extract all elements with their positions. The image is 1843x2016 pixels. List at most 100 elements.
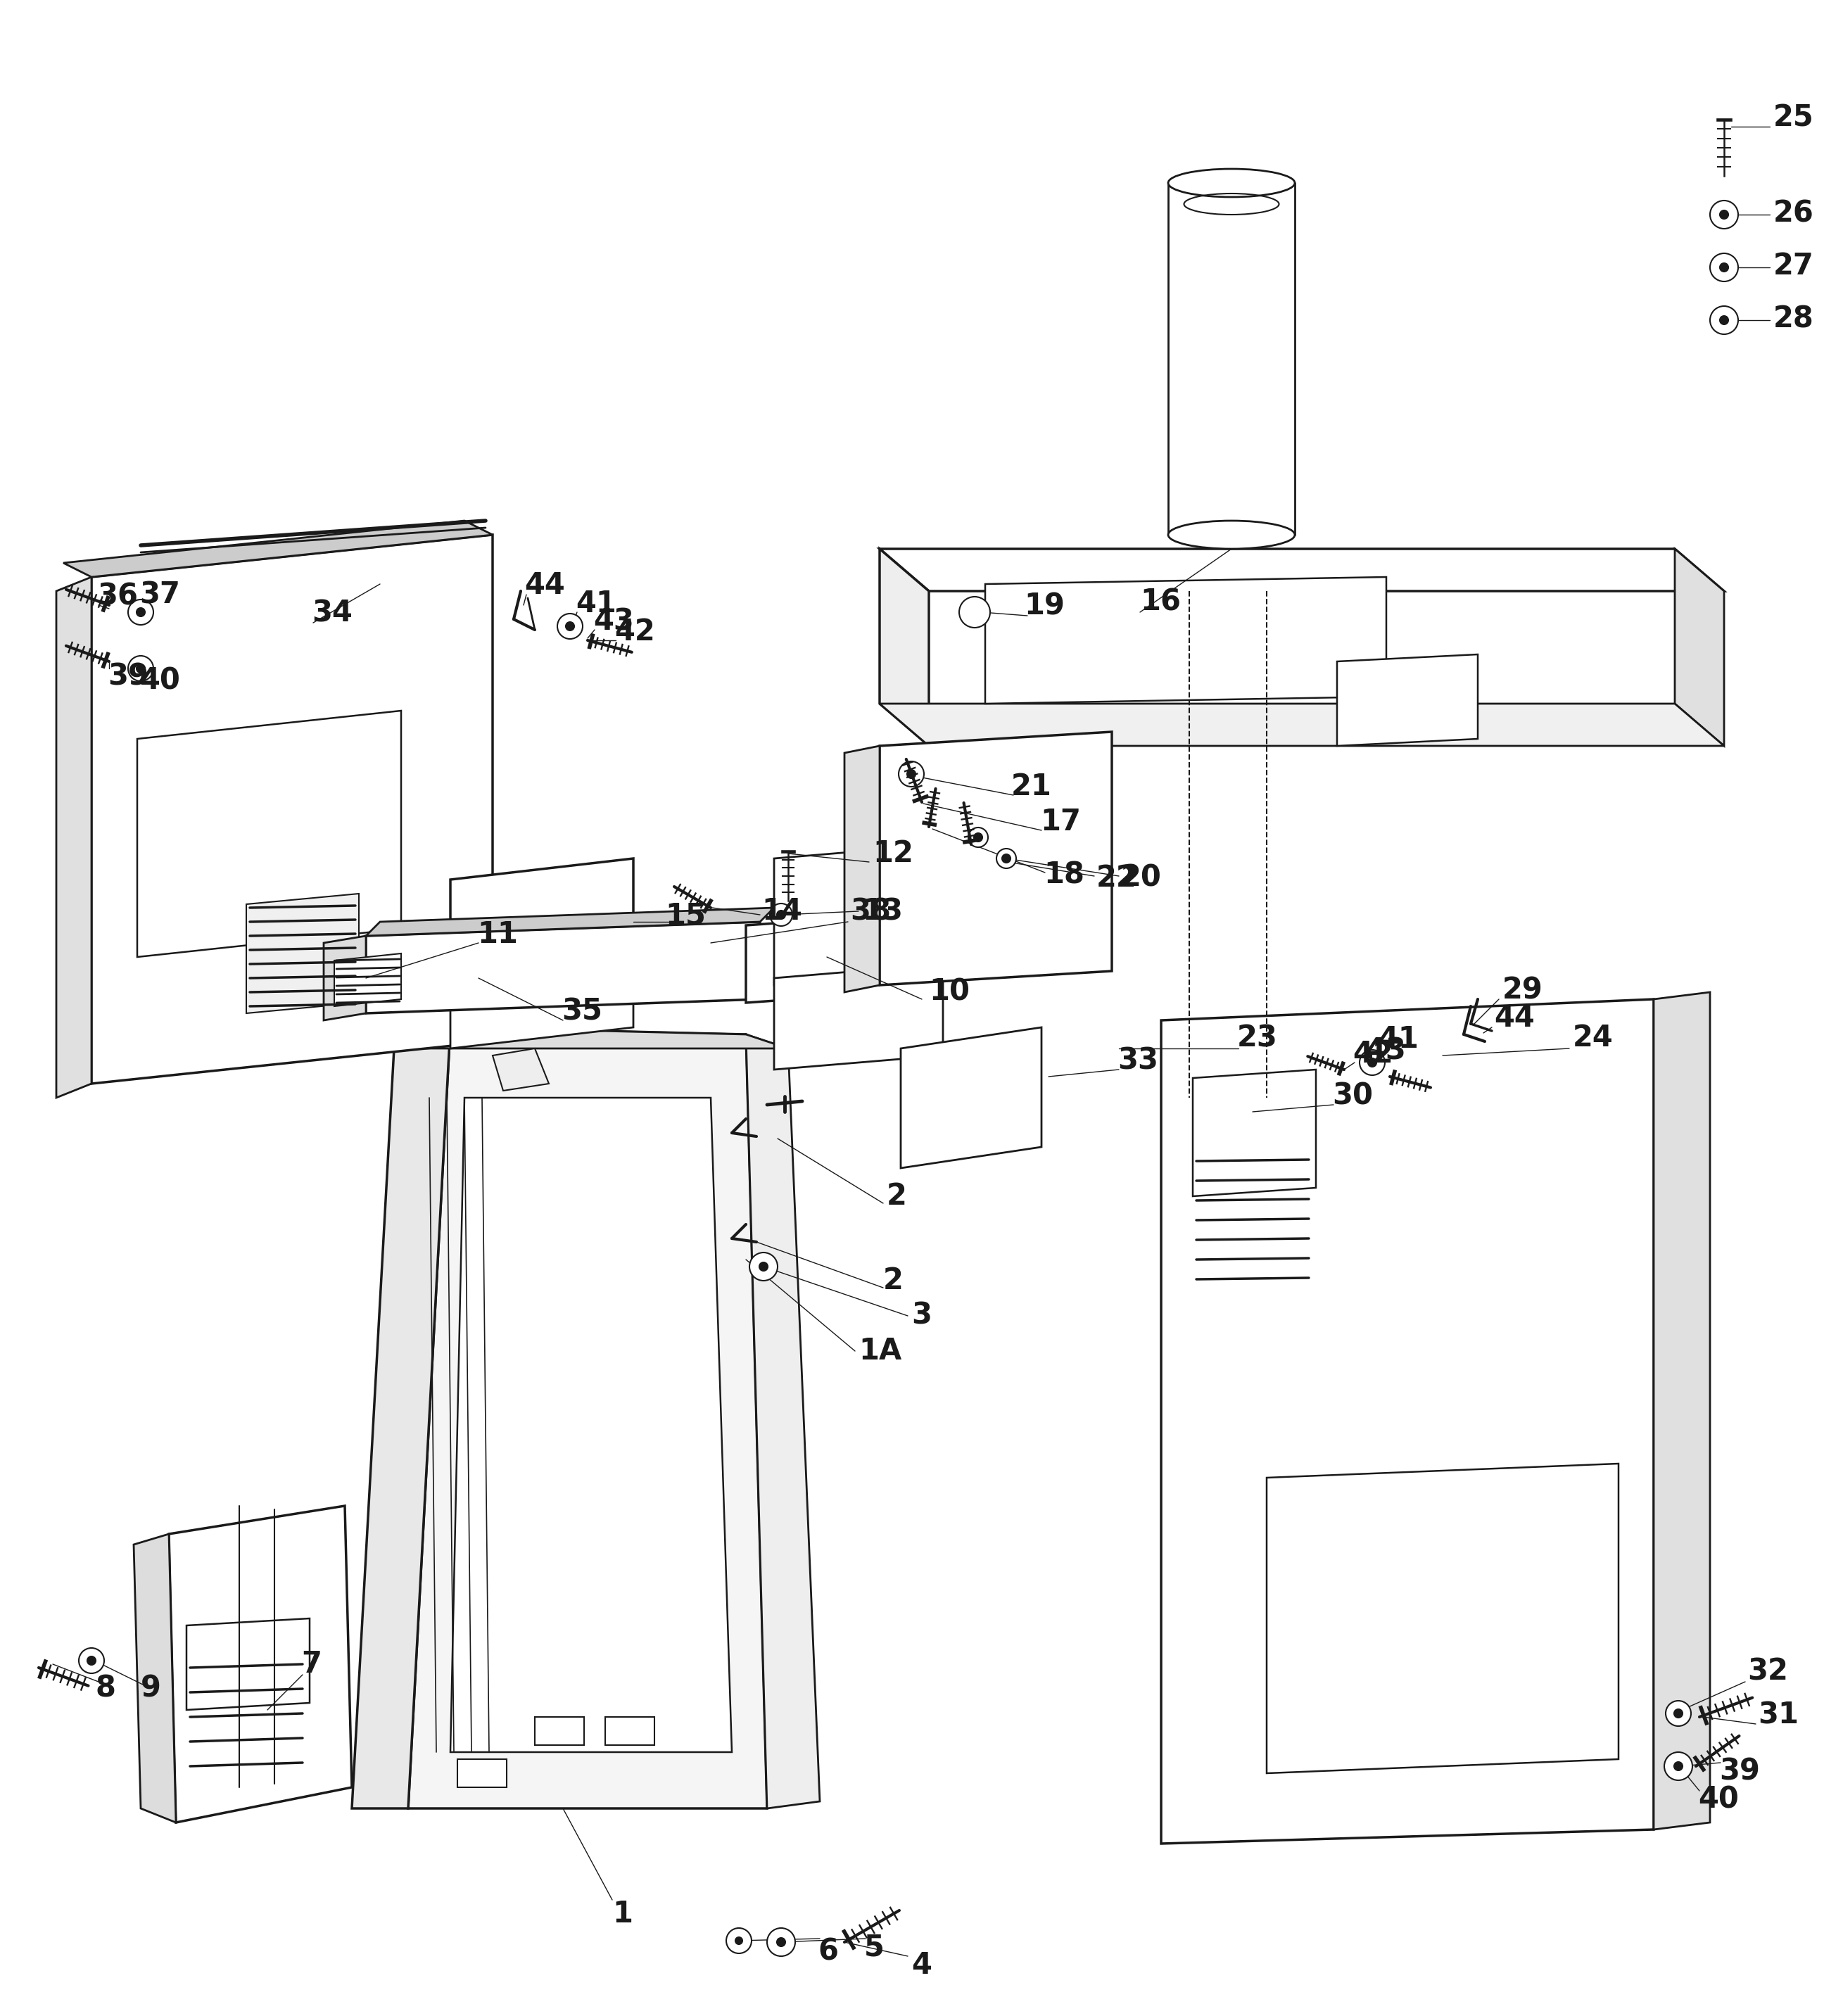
Circle shape xyxy=(767,1927,794,1956)
Circle shape xyxy=(750,1252,778,1280)
Circle shape xyxy=(968,827,988,847)
Polygon shape xyxy=(844,746,879,992)
Polygon shape xyxy=(186,1619,310,1710)
Polygon shape xyxy=(1336,655,1478,746)
Polygon shape xyxy=(879,548,929,746)
Text: 18: 18 xyxy=(1043,861,1084,889)
Polygon shape xyxy=(407,1028,767,1808)
Circle shape xyxy=(907,770,916,778)
Polygon shape xyxy=(367,921,759,1014)
Text: 1A: 1A xyxy=(859,1337,901,1365)
Polygon shape xyxy=(1653,992,1710,1831)
Polygon shape xyxy=(1675,548,1723,746)
Text: 9: 9 xyxy=(140,1673,160,1704)
Circle shape xyxy=(1673,1762,1683,1770)
Text: 3: 3 xyxy=(910,1300,933,1331)
Text: 17: 17 xyxy=(1039,806,1080,837)
Polygon shape xyxy=(879,732,1111,986)
Text: 40: 40 xyxy=(140,667,181,696)
Circle shape xyxy=(735,1937,743,1943)
Circle shape xyxy=(136,663,146,673)
Circle shape xyxy=(1664,1752,1692,1780)
Text: 19: 19 xyxy=(1025,593,1065,621)
Text: 44: 44 xyxy=(523,571,566,601)
Circle shape xyxy=(759,1262,769,1270)
Text: 42: 42 xyxy=(614,617,654,647)
Polygon shape xyxy=(746,1034,820,1808)
Polygon shape xyxy=(170,1506,352,1822)
Text: 23: 23 xyxy=(1237,1024,1277,1052)
Circle shape xyxy=(958,597,990,627)
Polygon shape xyxy=(986,577,1386,704)
Text: 16: 16 xyxy=(1141,587,1181,617)
Circle shape xyxy=(1666,1702,1692,1726)
Text: 13: 13 xyxy=(863,897,903,925)
Circle shape xyxy=(1720,264,1729,272)
Text: 10: 10 xyxy=(929,978,969,1006)
Text: 40: 40 xyxy=(1697,1786,1738,1814)
Polygon shape xyxy=(367,907,774,935)
Polygon shape xyxy=(746,917,844,1002)
Text: 36: 36 xyxy=(98,583,138,611)
Text: 39: 39 xyxy=(1720,1758,1760,1786)
Text: 4: 4 xyxy=(910,1951,931,1980)
Polygon shape xyxy=(92,534,492,1085)
Circle shape xyxy=(1720,210,1729,220)
Text: 37: 37 xyxy=(140,581,181,609)
Text: 21: 21 xyxy=(1012,772,1052,802)
Text: 39: 39 xyxy=(107,661,149,691)
Text: 2: 2 xyxy=(886,1181,907,1212)
Text: 2: 2 xyxy=(883,1266,903,1296)
Text: 1: 1 xyxy=(612,1899,632,1929)
Circle shape xyxy=(778,1937,785,1945)
Circle shape xyxy=(127,599,153,625)
Polygon shape xyxy=(135,1534,175,1822)
Polygon shape xyxy=(352,1028,450,1808)
Circle shape xyxy=(566,623,575,631)
Circle shape xyxy=(1710,254,1738,282)
Circle shape xyxy=(1360,1050,1384,1075)
Text: 31: 31 xyxy=(1758,1702,1799,1730)
Text: 29: 29 xyxy=(1502,976,1543,1006)
Text: 14: 14 xyxy=(761,897,802,925)
Text: 24: 24 xyxy=(1572,1024,1613,1052)
Polygon shape xyxy=(450,1099,732,1752)
Text: 32: 32 xyxy=(1747,1657,1788,1685)
Text: 38: 38 xyxy=(850,897,890,925)
Polygon shape xyxy=(774,964,944,1070)
Ellipse shape xyxy=(1168,520,1296,548)
Text: 22: 22 xyxy=(1097,863,1137,893)
Text: 20: 20 xyxy=(1121,863,1161,893)
Text: 30: 30 xyxy=(1332,1081,1373,1111)
Text: 26: 26 xyxy=(1773,198,1814,228)
Text: 15: 15 xyxy=(665,901,706,931)
Text: 6: 6 xyxy=(818,1937,839,1966)
Text: 43: 43 xyxy=(1366,1036,1406,1064)
Ellipse shape xyxy=(1168,169,1296,198)
Circle shape xyxy=(973,833,982,841)
Polygon shape xyxy=(1161,1000,1653,1843)
Polygon shape xyxy=(901,1028,1041,1167)
Text: 5: 5 xyxy=(864,1933,885,1962)
Text: 28: 28 xyxy=(1773,304,1814,333)
Polygon shape xyxy=(1192,1070,1316,1195)
Circle shape xyxy=(1720,317,1729,325)
Circle shape xyxy=(770,903,792,925)
Polygon shape xyxy=(492,1048,549,1091)
Circle shape xyxy=(1710,306,1738,335)
Text: 27: 27 xyxy=(1773,252,1814,280)
Polygon shape xyxy=(63,520,492,577)
Polygon shape xyxy=(605,1718,654,1746)
Polygon shape xyxy=(57,577,92,1099)
Text: 41: 41 xyxy=(575,589,616,619)
Polygon shape xyxy=(879,548,1723,591)
Text: 34: 34 xyxy=(311,599,352,629)
Text: 11: 11 xyxy=(477,919,518,950)
Circle shape xyxy=(1673,1710,1683,1718)
Polygon shape xyxy=(534,1718,584,1746)
Circle shape xyxy=(127,655,153,681)
Polygon shape xyxy=(844,913,866,996)
Circle shape xyxy=(726,1927,752,1954)
Text: 33: 33 xyxy=(1117,1046,1157,1077)
Polygon shape xyxy=(879,704,1723,746)
